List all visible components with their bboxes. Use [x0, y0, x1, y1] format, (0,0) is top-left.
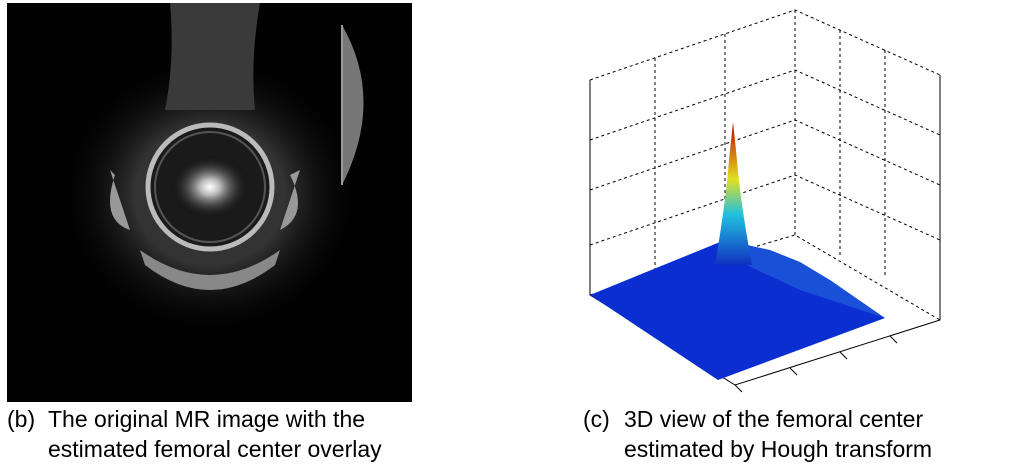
mr-image	[7, 3, 412, 402]
hough-3d-plot	[590, 10, 940, 392]
caption-line: estimated by Hough transform	[624, 436, 932, 462]
caption-line: 3D view of the femoral center	[624, 406, 923, 432]
panel-label: (c)	[583, 406, 610, 432]
panel-label: (b)	[7, 406, 35, 432]
caption-line: estimated femoral center overlay	[48, 436, 382, 462]
figure: (b) The original MR image with the estim…	[0, 0, 1026, 472]
caption-line: The original MR image with the	[48, 406, 365, 432]
